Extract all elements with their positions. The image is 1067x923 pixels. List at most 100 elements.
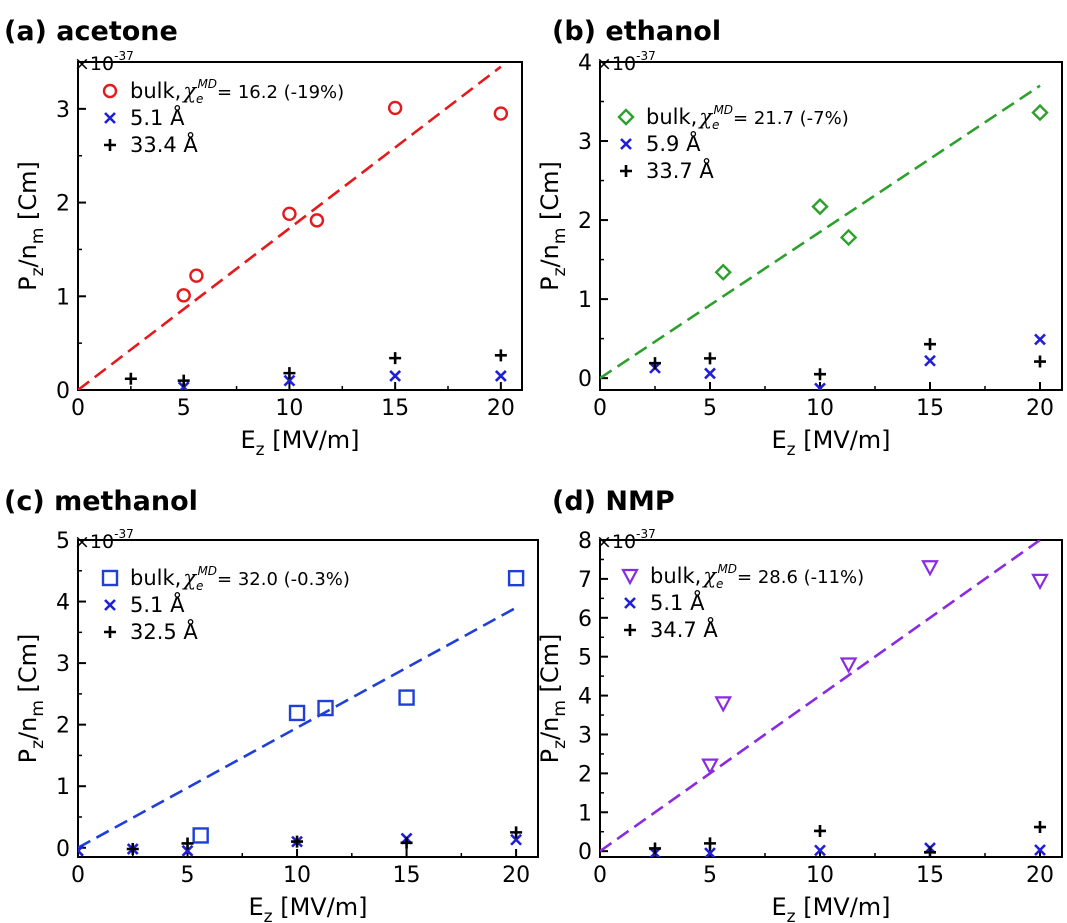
legend-label: 34.7 Å — [650, 616, 718, 642]
y-tick-label: 1 — [56, 775, 70, 800]
x-tick-label: 5 — [703, 863, 717, 888]
legend: bulk,χeMD= 16.2 (-19%)5.1 Å33.4 Å — [102, 77, 344, 157]
legend-marker — [104, 139, 116, 151]
panel-title: (a) acetone — [4, 16, 178, 47]
x-axis-label: Ez [MV/m] — [240, 426, 359, 460]
legend-marker — [621, 568, 639, 586]
data-point-diamond — [714, 263, 732, 281]
legend-label: 5.1 Å — [130, 591, 185, 617]
legend: bulk,χeMD= 32.0 (-0.3%)5.1 Å32.5 Å — [101, 564, 350, 644]
y-tick-label: 1 — [578, 801, 592, 826]
y-tick-label: 0 — [578, 367, 592, 392]
data-point-plus — [704, 837, 716, 850]
y-tick-label: 4 — [578, 51, 592, 76]
data-point-plus — [177, 374, 190, 387]
data-point-circle — [282, 206, 297, 222]
y-tick-label: 6 — [578, 607, 592, 632]
x-tick-label: 20 — [1026, 863, 1054, 888]
x-tick-label: 10 — [806, 396, 834, 421]
plot-area — [78, 65, 509, 390]
fit-line — [600, 540, 1041, 853]
data-point-plus — [283, 367, 296, 380]
y-tick-label: 2 — [578, 209, 592, 234]
x-tick-label: 0 — [593, 863, 607, 888]
y-tick-label: 2 — [56, 714, 70, 739]
data-point-circle — [387, 100, 403, 116]
data-point-plus — [126, 842, 139, 855]
x-tick-label: 15 — [916, 396, 944, 421]
legend-label: bulk,χeMD= 32.0 (-0.3%) — [130, 564, 350, 593]
legend-marker — [101, 569, 119, 587]
data-point-x — [181, 844, 194, 857]
data-point-x — [78, 844, 84, 857]
data-point-x — [177, 381, 190, 390]
x-tick-label: 15 — [393, 863, 421, 888]
data-point-diamond — [1031, 103, 1049, 122]
legend-label: bulk,χeMD= 28.6 (-11%) — [650, 562, 864, 591]
legend-label: 5.1 Å — [130, 104, 185, 130]
plot-frame — [599, 539, 1063, 858]
legend-marker — [102, 83, 118, 99]
data-point-plus — [494, 349, 507, 362]
y-tick-label: 8 — [578, 529, 592, 554]
data-point-plus — [181, 837, 194, 850]
legend-marker — [104, 626, 116, 638]
data-point-x — [494, 370, 507, 382]
data-point-square — [398, 689, 415, 706]
legend-marker — [624, 624, 636, 636]
data-point-x — [704, 847, 716, 857]
x-tick-label: 10 — [806, 863, 834, 888]
data-point-square — [192, 827, 209, 844]
x-axis-label: Ez [MV/m] — [771, 893, 890, 923]
legend-marker — [617, 108, 635, 126]
data-point-x — [924, 354, 936, 367]
legend-label: 5.9 Å — [646, 130, 701, 156]
legend-label: 33.7 Å — [646, 157, 714, 183]
data-point-plus — [510, 826, 523, 839]
data-point-x — [389, 370, 402, 382]
y-multiplier: ×10-37 — [74, 49, 134, 75]
fit-line — [78, 65, 502, 390]
chart-panel-4: (d) NMP 0 5 10 15 20 0 1 2 3 4 5 6 7 8 ×10-37 Ez [MV/m] P… — [536, 486, 1063, 923]
data-point-square — [288, 704, 306, 722]
data-point-plus — [400, 836, 413, 849]
data-point-diamond — [839, 228, 858, 247]
data-point-x — [510, 833, 523, 846]
plot-area — [600, 84, 1049, 390]
y-axis-label: Pz/nm [Cm] — [14, 634, 48, 764]
x-tick-label: 5 — [703, 396, 717, 421]
data-point-triangle-down — [921, 560, 939, 577]
data-point-plus — [1034, 821, 1046, 834]
x-tick-label: 5 — [177, 396, 191, 421]
y-tick-label: 3 — [578, 723, 592, 748]
y-tick-label: 2 — [578, 762, 592, 787]
data-point-circle — [176, 288, 191, 303]
x-tick-label: 10 — [275, 396, 303, 421]
y-tick-label: 4 — [56, 591, 70, 616]
y-multiplier: ×10-37 — [596, 527, 656, 553]
legend-marker — [104, 599, 116, 611]
legend-label: bulk,χeMD= 21.7 (-7%) — [646, 103, 849, 132]
data-point-plus — [704, 352, 716, 365]
data-point-x — [283, 374, 296, 387]
data-point-plus — [389, 352, 402, 365]
data-point-triangle-down — [1031, 573, 1049, 591]
panel-title: (c) methanol — [4, 486, 198, 517]
y-tick-label: 0 — [56, 837, 70, 862]
y-tick-label: 0 — [56, 379, 70, 404]
data-point-x — [1034, 844, 1046, 856]
y-tick-label: 5 — [578, 646, 592, 671]
data-point-x — [814, 382, 826, 390]
data-point-x — [814, 844, 826, 857]
data-point-square — [507, 569, 525, 587]
data-point-square — [317, 699, 334, 717]
y-tick-label: 1 — [578, 288, 592, 313]
x-tick-label: 0 — [71, 396, 85, 421]
y-axis-label: Pz/nm [Cm] — [14, 161, 48, 291]
chart-panel-1: (a) acetone 0 5 10 15 20 0 1 2 3×10-37 Ez [MV/m] Pz… — [4, 16, 523, 460]
data-point-triangle-down — [839, 657, 858, 674]
x-axis-label: Ez [MV/m] — [771, 426, 890, 460]
legend-marker — [624, 597, 636, 609]
legend-label: 33.4 Å — [130, 131, 198, 157]
